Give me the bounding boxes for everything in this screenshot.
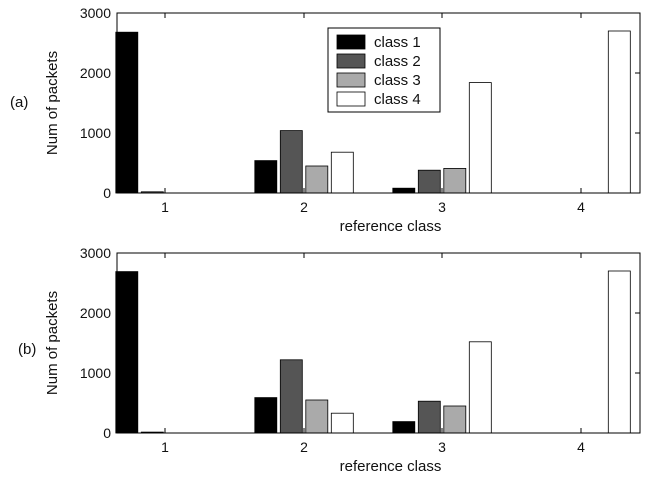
chart-a-legend-label-class-3: class 3	[374, 72, 421, 89]
chart-b-bar-class-1-cat-2	[254, 397, 278, 434]
chart-a-bar-class-2-cat-3	[417, 169, 441, 194]
panel-a-label: (a)	[10, 94, 28, 111]
chart-a-ytick-label: 2000	[80, 65, 111, 81]
chart-a-axes-frame	[116, 12, 641, 194]
chart-a-xtick-label: 2	[300, 199, 308, 215]
chart-b-xtick-label: 4	[577, 439, 585, 455]
chart-a-xtick-label: 4	[577, 199, 585, 215]
chart-b-xtick-label: 2	[300, 439, 308, 455]
chart-b-axes-frame	[116, 252, 641, 434]
chart-b-ytick-label: 1000	[80, 365, 111, 381]
chart-a-bar-class-4-cat-2	[330, 151, 354, 194]
chart-b-bar-class-2-cat-2	[279, 359, 303, 434]
chart-a-ytick-label: 0	[103, 185, 111, 201]
chart-b-bar-class-3-cat-3	[443, 405, 467, 434]
chart-a-bar-class-3-cat-2	[305, 165, 329, 194]
chart-a-legend-label-class-1: class 1	[374, 34, 421, 51]
chart-a-bar-class-2-cat-2	[279, 130, 303, 194]
panel-b-label: (b)	[18, 341, 36, 358]
chart-a: 0 1000 2000 3000 1 2 3 4 reference class Num of p…	[44, 5, 641, 235]
chart-b-xtick-label: 1	[161, 439, 169, 455]
chart-a-bar-class-4-cat-3	[468, 82, 492, 194]
chart-b-xtick-label: 3	[438, 439, 446, 455]
chart-b-bar-class-1-cat-3	[392, 421, 416, 434]
chart-a-ytick-label: 3000	[80, 5, 111, 21]
chart-a-bar-class-1-cat-3	[392, 187, 416, 194]
chart-a-bar-class-4-cat-4	[607, 30, 631, 194]
chart-a-bar-class-1-cat-2	[254, 160, 278, 194]
chart-b-bar-class-4-cat-3	[468, 341, 492, 434]
chart-a-legend-swatch-class-1	[336, 34, 366, 50]
chart-b-bar-class-2-cat-3	[417, 400, 441, 434]
chart-b-bar-class-4-cat-2	[330, 412, 354, 434]
chart-b-y-axis-label: Num of packets	[44, 291, 61, 395]
chart-a-legend-swatch-class-4	[336, 91, 366, 107]
chart-a-bar-class-1-cat-1	[115, 31, 139, 194]
chart-a-xtick-label: 1	[161, 199, 169, 215]
chart-a-bar-class-3-cat-3	[443, 167, 467, 194]
chart-a-legend-swatch-class-3	[336, 72, 366, 88]
chart-b-ytick-label: 0	[103, 425, 111, 441]
chart-a-xtick-label: 3	[438, 199, 446, 215]
chart-b-x-axis-label: reference class	[340, 458, 442, 475]
chart-a-legend-label-class-4: class 4	[374, 91, 421, 108]
chart-b-bar-class-3-cat-2	[305, 399, 329, 434]
chart-a-x-axis-label: reference class	[340, 218, 442, 235]
chart-a-legend-label-class-2: class 2	[374, 53, 421, 70]
chart-b-bar-class-1-cat-1	[115, 271, 139, 434]
chart-a-y-axis-label: Num of packets	[44, 51, 61, 155]
chart-b-ytick-label: 2000	[80, 305, 111, 321]
chart-a-legend-swatch-class-2	[336, 53, 366, 69]
chart-b: 0 1000 2000 3000 1 2 3 4 reference class Num of p…	[44, 245, 641, 475]
chart-a-ytick-label: 1000	[80, 125, 111, 141]
chart-b-bar-class-4-cat-4	[607, 270, 631, 434]
chart-b-ytick-label: 3000	[80, 245, 111, 261]
